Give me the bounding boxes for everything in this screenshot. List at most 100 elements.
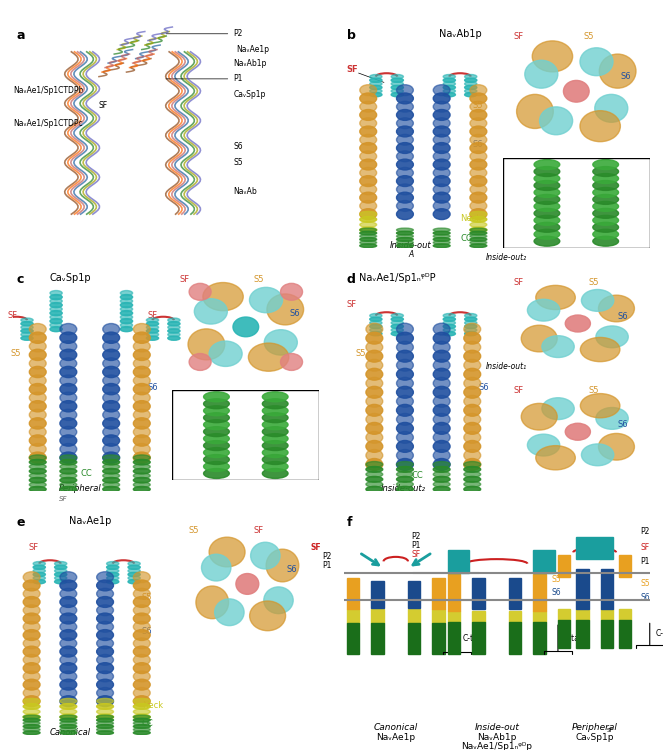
Ellipse shape (33, 562, 45, 566)
Ellipse shape (60, 473, 77, 478)
Ellipse shape (464, 458, 481, 470)
Ellipse shape (60, 613, 77, 624)
Ellipse shape (60, 464, 77, 470)
Ellipse shape (360, 222, 377, 227)
Ellipse shape (103, 332, 119, 344)
Ellipse shape (366, 449, 383, 461)
Ellipse shape (391, 92, 403, 97)
Ellipse shape (360, 176, 377, 187)
Ellipse shape (147, 322, 158, 326)
Text: CC: CC (411, 471, 423, 480)
Text: SF: SF (7, 310, 17, 320)
Ellipse shape (103, 464, 119, 470)
Ellipse shape (464, 359, 481, 371)
Ellipse shape (433, 466, 450, 472)
Ellipse shape (465, 92, 477, 97)
Text: P1: P1 (411, 541, 420, 550)
Ellipse shape (360, 85, 377, 95)
Ellipse shape (366, 486, 383, 492)
Ellipse shape (465, 332, 477, 336)
Ellipse shape (360, 235, 377, 238)
Ellipse shape (103, 383, 119, 394)
Ellipse shape (470, 238, 487, 242)
Ellipse shape (97, 646, 113, 657)
Ellipse shape (60, 714, 77, 720)
Ellipse shape (21, 318, 33, 322)
Ellipse shape (133, 426, 151, 437)
Ellipse shape (103, 340, 119, 352)
Text: Canonical: Canonical (50, 728, 91, 737)
Ellipse shape (366, 359, 383, 371)
Ellipse shape (50, 322, 62, 328)
Ellipse shape (133, 473, 151, 478)
Bar (619, 554, 631, 578)
Ellipse shape (464, 341, 481, 353)
Ellipse shape (121, 302, 133, 307)
Text: c: c (17, 273, 24, 286)
Ellipse shape (470, 118, 487, 129)
Ellipse shape (23, 613, 40, 624)
Ellipse shape (464, 332, 481, 344)
Bar (408, 580, 420, 608)
Text: S5: S5 (451, 579, 461, 588)
Ellipse shape (133, 482, 151, 488)
Ellipse shape (133, 655, 151, 665)
Ellipse shape (396, 209, 413, 220)
Text: NaᵥAe1/Sp1CTDPb: NaᵥAe1/Sp1CTDPb (13, 86, 84, 94)
Ellipse shape (133, 435, 151, 446)
Ellipse shape (133, 460, 151, 465)
Text: CC: CC (142, 719, 154, 728)
Text: NaᵥAe1/Sp1CTDPc: NaᵥAe1/Sp1CTDPc (13, 119, 83, 128)
Ellipse shape (433, 431, 450, 443)
Bar (509, 611, 521, 622)
Ellipse shape (370, 314, 382, 318)
Ellipse shape (103, 460, 119, 465)
Ellipse shape (470, 167, 487, 178)
Ellipse shape (23, 688, 40, 698)
Ellipse shape (133, 731, 151, 734)
Text: NaᵥAb1p: NaᵥAb1p (233, 58, 267, 68)
Ellipse shape (370, 74, 382, 79)
Ellipse shape (464, 431, 481, 443)
Ellipse shape (370, 82, 382, 86)
Ellipse shape (23, 572, 40, 583)
Ellipse shape (97, 663, 113, 674)
Ellipse shape (147, 328, 158, 333)
Text: P2: P2 (233, 29, 243, 38)
Ellipse shape (396, 440, 413, 452)
Ellipse shape (133, 724, 151, 728)
Ellipse shape (133, 400, 151, 412)
Text: C-tail: C-tail (564, 634, 585, 643)
Ellipse shape (396, 192, 413, 203)
Ellipse shape (391, 321, 403, 325)
Ellipse shape (97, 638, 113, 649)
Ellipse shape (60, 696, 77, 706)
Ellipse shape (360, 126, 377, 137)
Ellipse shape (470, 231, 487, 235)
Ellipse shape (433, 377, 450, 389)
Ellipse shape (370, 86, 382, 89)
Ellipse shape (366, 386, 383, 398)
Ellipse shape (433, 151, 450, 162)
Ellipse shape (433, 192, 450, 203)
Ellipse shape (23, 714, 40, 720)
Ellipse shape (133, 714, 151, 720)
Ellipse shape (391, 86, 403, 89)
Text: S6: S6 (142, 626, 152, 635)
Bar (601, 568, 613, 609)
Ellipse shape (23, 663, 40, 674)
Ellipse shape (360, 192, 377, 203)
Ellipse shape (54, 576, 67, 580)
Ellipse shape (470, 110, 487, 120)
Ellipse shape (464, 466, 481, 472)
Bar (408, 609, 420, 622)
Ellipse shape (60, 704, 77, 710)
Ellipse shape (366, 368, 383, 380)
Ellipse shape (133, 671, 151, 682)
Ellipse shape (470, 184, 487, 195)
Text: CaᵥSp1p: CaᵥSp1p (575, 733, 614, 742)
Ellipse shape (360, 142, 377, 154)
Ellipse shape (107, 568, 119, 573)
Ellipse shape (50, 302, 62, 307)
Text: NaᵥAe1p: NaᵥAe1p (237, 45, 270, 54)
